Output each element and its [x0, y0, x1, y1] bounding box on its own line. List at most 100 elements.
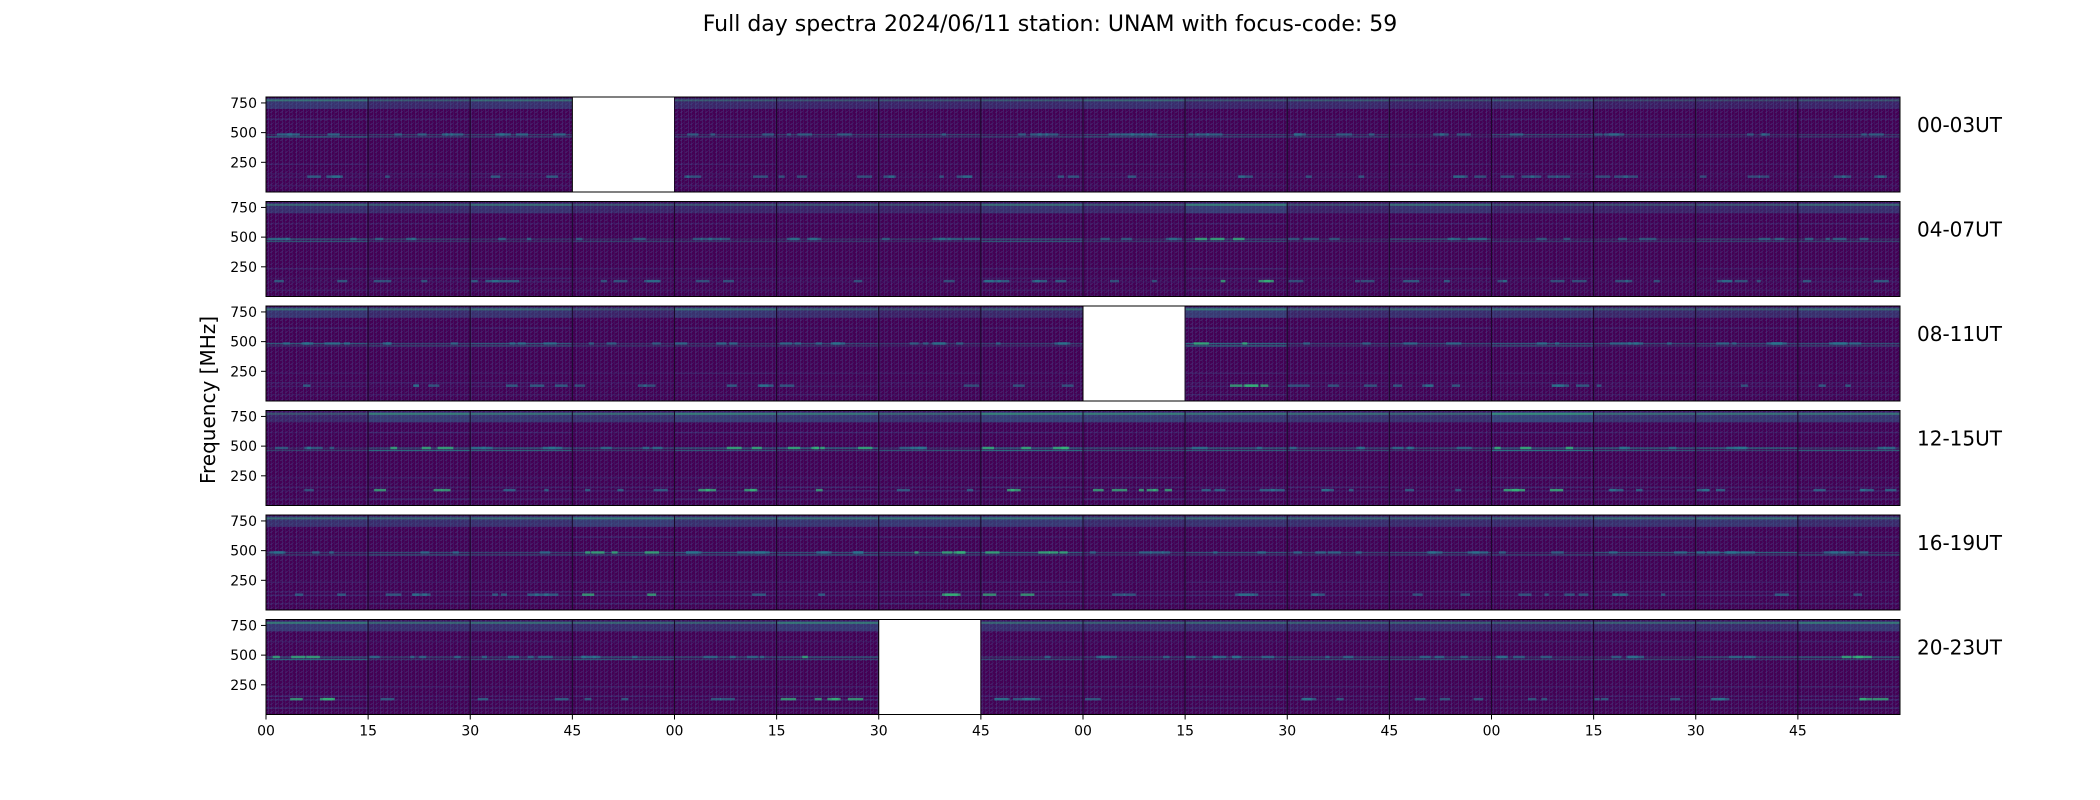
- y-tick-label: 500: [230, 544, 257, 560]
- spectrum-panel: [1184, 305, 1288, 402]
- spectra-row: 250 500 750 20-23UT: [230, 618, 2003, 715]
- spectrum-panel: [1388, 305, 1492, 402]
- spectrum-panel: [1184, 201, 1288, 297]
- spectrum-panel: [1286, 201, 1390, 297]
- spectrum-panel: [265, 619, 369, 715]
- spectrum-panel: [1593, 96, 1697, 193]
- spectrum-panel: [1695, 619, 1799, 715]
- spectrum-panel: [1082, 96, 1186, 193]
- spectrum-panel: [1797, 619, 1901, 715]
- spectrum-panel: [1491, 514, 1595, 611]
- x-tick-label: 45: [972, 724, 990, 740]
- spectrum-panel: [1695, 410, 1799, 506]
- y-tick-label: 250: [230, 678, 257, 694]
- x-tick-label: 00: [257, 724, 275, 740]
- spectrum-panel: [674, 619, 778, 715]
- x-tick-label: 15: [1585, 724, 1603, 740]
- spectrum-panel: [1286, 514, 1390, 611]
- spectrum-panel: [1388, 201, 1492, 297]
- spectrum-panel: [1797, 305, 1901, 402]
- y-tick-label: 750: [230, 514, 257, 530]
- spectrum-panel: [367, 201, 471, 297]
- y-tick-label: 750: [230, 200, 257, 216]
- spectrum-panel: [776, 410, 880, 506]
- spectrum-panel: [1082, 514, 1186, 611]
- spectrum-panel: [1695, 96, 1799, 193]
- spectrum-panel: [878, 514, 982, 611]
- row-frame: [265, 305, 1901, 402]
- spectrum-panel: [367, 619, 471, 715]
- spectrum-panel: [469, 619, 573, 715]
- y-tick-label: 750: [230, 96, 257, 112]
- spectrum-panel: [367, 410, 471, 506]
- spectrum-panel: [1184, 410, 1288, 506]
- x-tick-label: 45: [1789, 724, 1807, 740]
- x-tick-label: 15: [359, 724, 377, 740]
- row-label: 08-11UT: [1917, 322, 2003, 346]
- spectrum-panel: [571, 201, 675, 297]
- row-label: 12-15UT: [1917, 427, 2003, 451]
- spectrum-panel: [1388, 514, 1492, 611]
- spectrum-panel: [980, 305, 1084, 402]
- spectrum-panel: [1593, 514, 1697, 611]
- spectrum-panel: [1491, 410, 1595, 506]
- spectrum-panel: [1491, 96, 1595, 193]
- y-tick-label: 750: [230, 618, 257, 634]
- spectrum-panel: [469, 201, 573, 297]
- spectrum-panel: [1082, 619, 1186, 715]
- spectrum-panel: [1593, 619, 1697, 715]
- x-tick-label: 15: [1176, 724, 1194, 740]
- spectrum-panel: [571, 514, 675, 611]
- spectrum-panel: [1184, 514, 1288, 611]
- spectrum-panel: [674, 305, 778, 402]
- row-frame: [265, 410, 1901, 506]
- x-tick-label: 45: [1380, 724, 1398, 740]
- row-frame: [265, 201, 1901, 297]
- spectrum-panel: [980, 619, 1084, 715]
- y-tick-label: 250: [230, 469, 257, 485]
- spectrum-panel: [674, 410, 778, 506]
- row-label: 00-03UT: [1917, 113, 2003, 137]
- spectrum-panel: [980, 514, 1084, 611]
- spectrum-panel: [776, 305, 880, 402]
- spectrum-panel: [1797, 410, 1901, 506]
- spectrum-panel: [1593, 201, 1697, 297]
- y-tick-label: 250: [230, 260, 257, 276]
- spectrum-panel: [1286, 305, 1390, 402]
- spectrum-panel: [878, 410, 982, 506]
- row-label: 20-23UT: [1917, 636, 2003, 660]
- spectrum-panel: [776, 201, 880, 297]
- spectrum-panel: [1286, 410, 1390, 506]
- spectrum-panel: [1491, 201, 1595, 297]
- x-tick-label: 30: [461, 724, 479, 740]
- spectrum-panel: [571, 410, 675, 506]
- spectrum-panel: [265, 410, 369, 506]
- spectrum-panel: [1388, 96, 1492, 193]
- spectrum-panel: [674, 201, 778, 297]
- spectra-row: 250 500 750 04-07UT: [230, 200, 2003, 297]
- spectrum-panel: [1082, 201, 1186, 297]
- spectrum-panel: [1695, 305, 1799, 402]
- y-tick-label: 500: [230, 230, 257, 246]
- x-tick-label: 30: [1687, 724, 1705, 740]
- spectra-row: 250 500 750 08-11UT: [230, 305, 2003, 402]
- spectrum-panel: [367, 96, 471, 193]
- spectrum-panel: [571, 305, 675, 402]
- spectrum-panel: [1388, 410, 1492, 506]
- spectrum-panel: [1184, 96, 1288, 193]
- missing-panel: [1082, 305, 1186, 402]
- spectrum-panel: [367, 305, 471, 402]
- spectrum-panel: [878, 96, 982, 193]
- spectrum-panel: [469, 96, 573, 193]
- x-tick-label: 15: [768, 724, 786, 740]
- spectrum-panel: [1286, 619, 1390, 715]
- spectrum-panel: [1695, 201, 1799, 297]
- spectrum-panel: [571, 619, 675, 715]
- x-tick-label: 00: [1483, 724, 1501, 740]
- spectrum-panel: [1184, 619, 1288, 715]
- spectrum-panel: [469, 410, 573, 506]
- y-tick-label: 500: [230, 335, 257, 351]
- spectrum-panel: [776, 96, 880, 193]
- row-label: 16-19UT: [1917, 531, 2003, 555]
- spectra-row: 250 500 750 00-03UT: [230, 96, 2003, 193]
